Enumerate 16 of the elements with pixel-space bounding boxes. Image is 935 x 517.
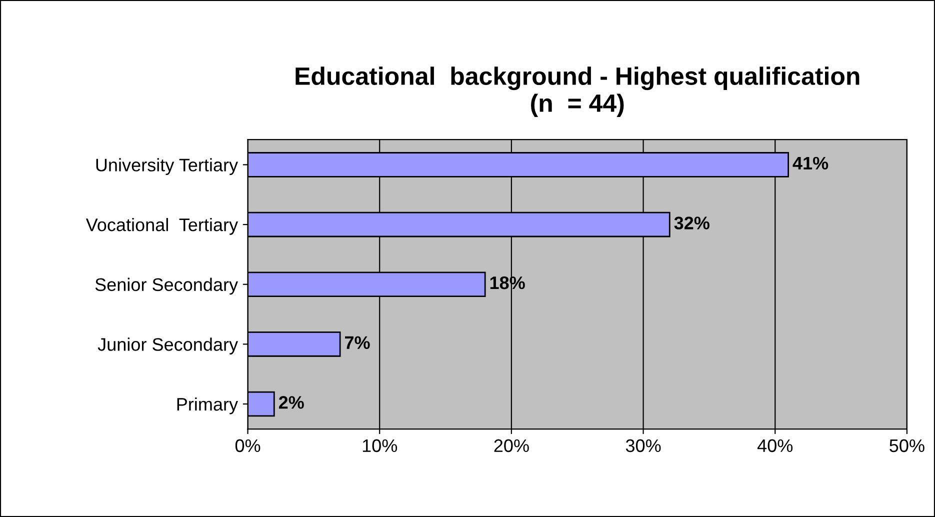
x-tick-label: 0% bbox=[235, 439, 260, 452]
y-tick-label: University Tertiary bbox=[96, 158, 238, 176]
x-tick-label: 50% bbox=[890, 439, 924, 452]
data-label: 41% bbox=[792, 156, 828, 170]
y-tick-label: Junior Secondary bbox=[98, 338, 238, 354]
y-tick-label: Senior Secondary bbox=[95, 278, 238, 295]
x-tick-label: 10% bbox=[362, 439, 398, 452]
x-tick-label: 40% bbox=[757, 439, 793, 452]
x-tick-label: 30% bbox=[626, 439, 661, 452]
data-label: 32% bbox=[674, 216, 710, 230]
y-tick-label: Vocational Tertiary bbox=[86, 218, 238, 235]
data-label: 7% bbox=[345, 336, 370, 349]
x-tick-label: 20% bbox=[494, 439, 529, 452]
chart-title: Educational background - Highest qualification (n = 44) bbox=[296, 66, 860, 117]
y-tick-label: Primary bbox=[177, 397, 238, 414]
data-label: 2% bbox=[278, 396, 304, 409]
